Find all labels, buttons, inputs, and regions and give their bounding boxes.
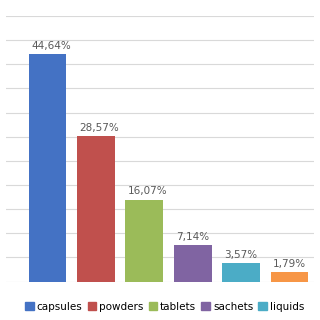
Text: 7,14%: 7,14%	[176, 232, 209, 242]
Bar	[77, 136, 115, 282]
Text: 44,64%: 44,64%	[31, 41, 71, 51]
Text: 16,07%: 16,07%	[128, 187, 167, 196]
Legend: capsules, powders, tablets, sachets, liquids: capsules, powders, tablets, sachets, liq…	[21, 297, 308, 316]
Text: 3,57%: 3,57%	[225, 250, 258, 260]
Bar	[125, 199, 163, 282]
Bar	[174, 245, 212, 282]
Bar	[222, 263, 260, 282]
Bar	[270, 272, 308, 282]
Bar	[29, 53, 66, 282]
Text: 1,79%: 1,79%	[273, 260, 306, 269]
Text: 28,57%: 28,57%	[79, 123, 119, 132]
